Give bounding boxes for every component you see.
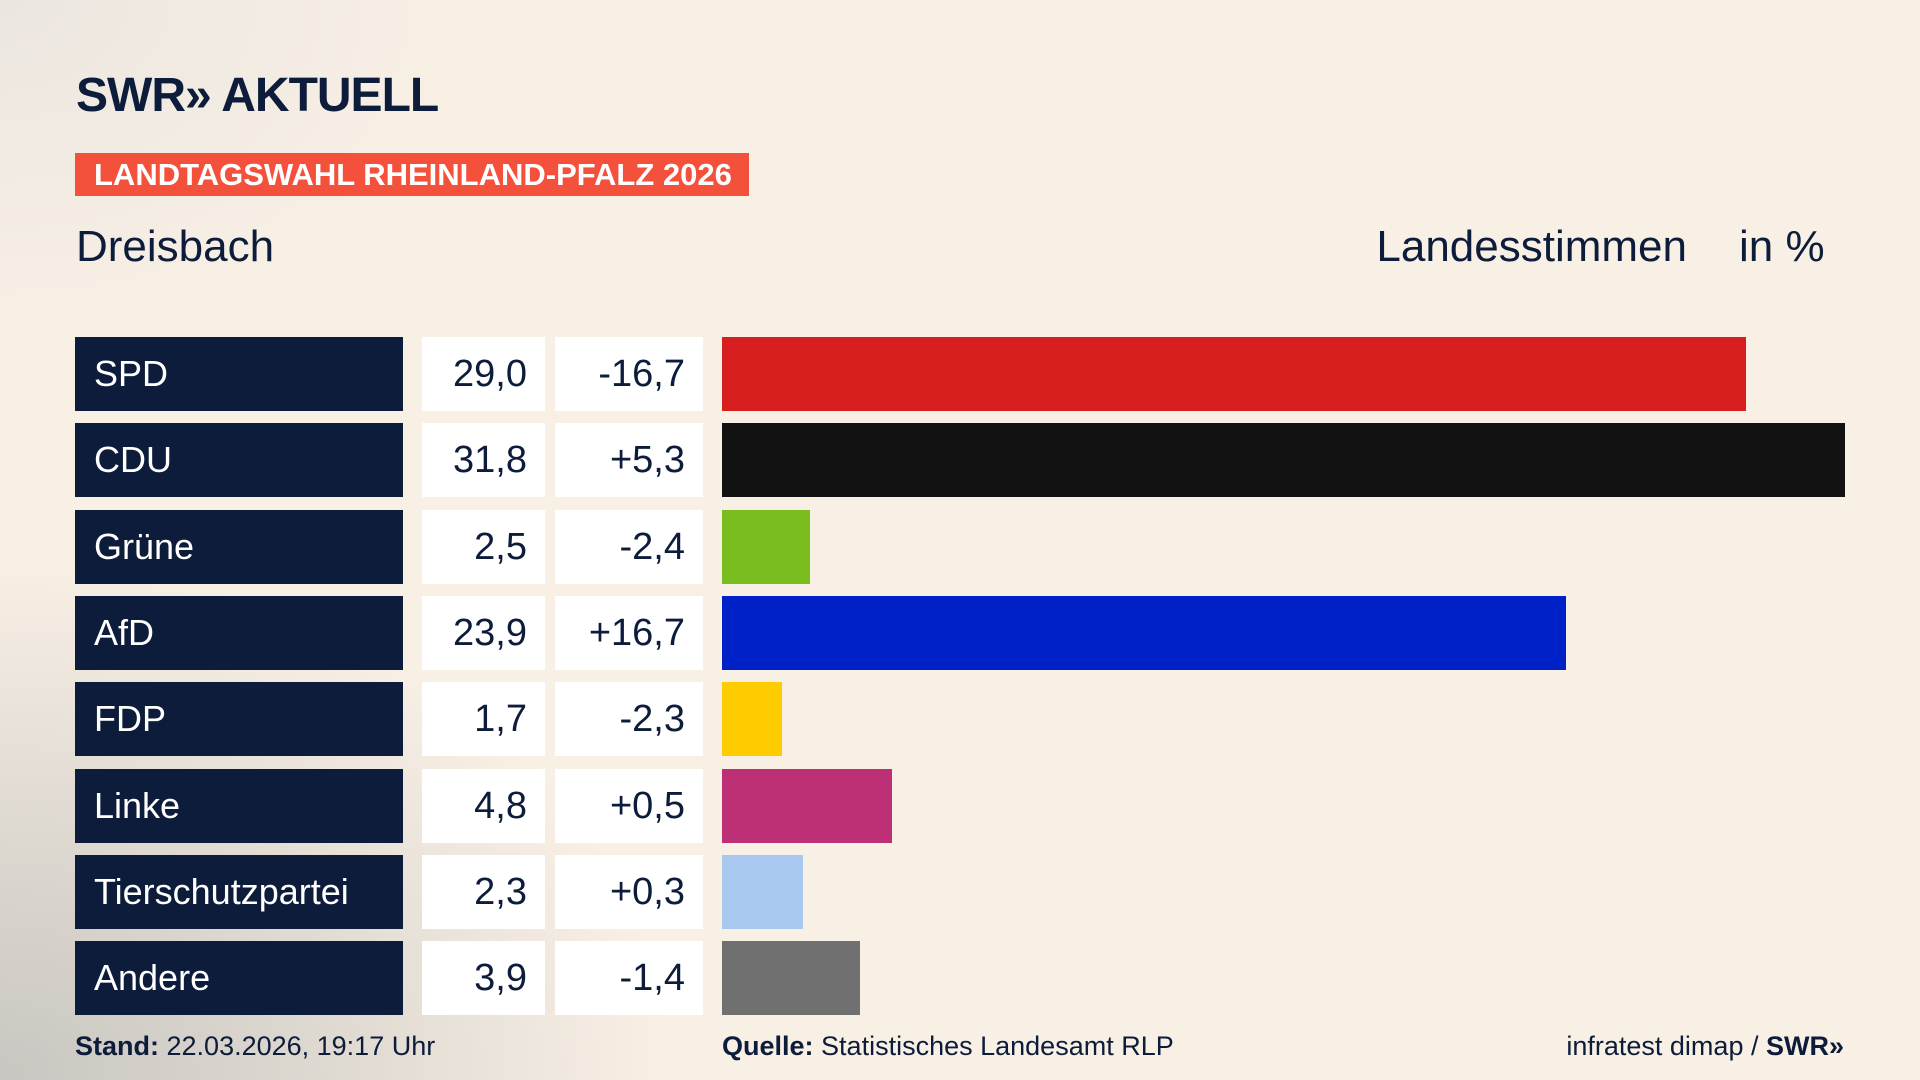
vote-change: -2,4 [555,509,703,584]
vote-change: -16,7 [555,337,703,411]
bar-fdp [722,682,783,757]
vote-share: 1,7 [422,682,545,757]
credit-text: infratest dimap / [1566,1031,1759,1061]
credit: infratest dimap / SWR» [1566,1031,1844,1062]
vote-share: 3,9 [422,941,545,1016]
bar-linke [722,768,892,843]
bar-andere [722,941,860,1016]
source-label: Quelle: [722,1031,814,1061]
source: Quelle: Statistisches Landesamt RLP [722,1031,1174,1062]
party-name: FDP [75,682,403,757]
swr-logo: SWR» [1765,1031,1844,1061]
vote-share: 2,5 [422,509,545,584]
vote-change: +0,5 [555,768,703,843]
election-banner: LANDTAGSWAHL RHEINLAND-PFALZ 2026 [75,153,749,196]
bar-tierschutzpartei [722,854,804,929]
party-name: Tierschutzpartei [75,854,403,929]
vote-share: 4,8 [422,768,545,843]
vote-change: +0,3 [555,854,703,929]
bar-afd [722,595,1567,670]
stand-label: Stand: [75,1031,159,1061]
party-name: CDU [75,423,403,498]
vote-share: 23,9 [422,595,545,670]
source-value: Statistisches Landesamt RLP [821,1031,1174,1061]
bar-grüne [722,509,811,584]
vote-change: +16,7 [555,595,703,670]
bar-spd [722,337,1747,411]
unit-label: in % [1739,222,1825,271]
vote-share: 31,8 [422,423,545,498]
timestamp: Stand: 22.03.2026, 19:17 Uhr [75,1031,435,1062]
party-name: Grüne [75,509,403,584]
party-name: SPD [75,337,403,411]
party-name: Linke [75,768,403,843]
vote-change: +5,3 [555,423,703,498]
vote-change: -2,3 [555,682,703,757]
vote-change: -1,4 [555,941,703,1016]
vote-share: 29,0 [422,337,545,411]
bar-cdu [722,423,1845,498]
party-name: Andere [75,941,403,1016]
stand-value: 22.03.2026, 19:17 Uhr [166,1031,436,1061]
region-title: Dreisbach [76,222,275,271]
vote-share: 2,3 [422,854,545,929]
swr-aktuell-logo: SWR» AKTUELL [76,69,439,122]
party-name: AfD [75,595,403,670]
measure-label: Landesstimmen [1376,222,1687,271]
